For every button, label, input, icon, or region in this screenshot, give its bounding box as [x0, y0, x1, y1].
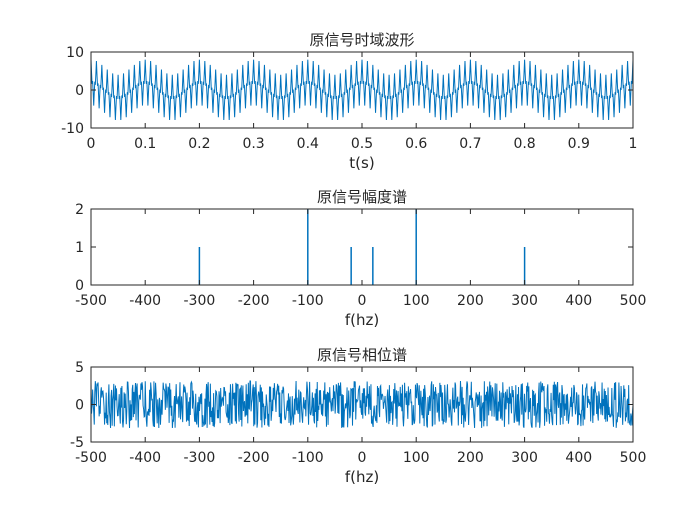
series-line — [90, 59, 634, 121]
x-tick-label: 1 — [629, 136, 638, 152]
x-tick-label: 400 — [565, 293, 592, 309]
x-tick-label: 0 — [358, 293, 367, 309]
x-tick-label: -100 — [292, 450, 324, 466]
y-tick-label: 0 — [75, 278, 84, 294]
chart-panel-3: -500 -400 -300 -200 -100 0 100 200 300 400 500 -5 0 5… — [70, 346, 646, 486]
x-axis-label: f(hz) — [345, 311, 379, 329]
y-tick-label: -5 — [70, 435, 84, 451]
chart-title: 原信号幅度谱 — [317, 188, 407, 206]
y-tick-label: 2 — [75, 202, 84, 218]
x-tick-label: 100 — [403, 293, 430, 309]
x-tick-label: -400 — [129, 450, 161, 466]
x-tick-label: 0.8 — [513, 136, 535, 152]
x-tick-label: 200 — [457, 450, 484, 466]
x-tick-label: 300 — [511, 293, 538, 309]
x-tick-label: 0.3 — [242, 136, 264, 152]
chart-title: 原信号时域波形 — [309, 31, 414, 49]
x-axis-label: f(hz) — [345, 468, 379, 486]
y-tick-label: 1 — [75, 240, 84, 256]
x-tick-label: -200 — [238, 293, 270, 309]
chart-panel-1: 0 0.1 0.2 0.3 0.4 0.5 0.6 0.7 0.8 0.9 1-10010原信号时域… — [61, 31, 637, 172]
series-line — [90, 380, 634, 429]
x-tick-label: -200 — [238, 450, 270, 466]
x-tick-label: 0.5 — [351, 136, 373, 152]
x-tick-label: -500 — [75, 450, 107, 466]
x-tick-label: -500 — [75, 293, 107, 309]
y-tick-label: 10 — [66, 45, 84, 61]
x-tick-label: 0.9 — [568, 136, 590, 152]
x-tick-label: 0.4 — [297, 136, 319, 152]
x-tick-label: 0 — [358, 450, 367, 466]
x-tick-label: 500 — [620, 450, 647, 466]
x-tick-label: -400 — [129, 293, 161, 309]
x-tick-label: 0.6 — [405, 136, 427, 152]
x-tick-label: 500 — [620, 293, 647, 309]
y-tick-label: -10 — [61, 121, 84, 137]
x-tick-label: -100 — [292, 293, 324, 309]
x-tick-label: 100 — [403, 450, 430, 466]
y-tick-label: 0 — [75, 398, 84, 414]
x-tick-label: 0.1 — [134, 136, 156, 152]
x-tick-label: 0.7 — [459, 136, 481, 152]
axes-background — [91, 209, 633, 285]
y-tick-label: 0 — [75, 83, 84, 99]
x-tick-label: 300 — [511, 450, 538, 466]
x-tick-label: 400 — [565, 450, 592, 466]
x-tick-label: -300 — [184, 450, 216, 466]
x-tick-label: -300 — [184, 293, 216, 309]
x-axis-label: t(s) — [349, 154, 374, 172]
x-tick-label: 0 — [87, 136, 96, 152]
chart-panel-2: -500 -400 -300 -200 -100 0 100 200 300 400 500 0 1 2 原… — [75, 188, 646, 329]
x-tick-label: 200 — [457, 293, 484, 309]
chart-title: 原信号相位谱 — [317, 346, 407, 364]
y-tick-label: 5 — [75, 360, 84, 376]
x-tick-label: 0.2 — [188, 136, 210, 152]
